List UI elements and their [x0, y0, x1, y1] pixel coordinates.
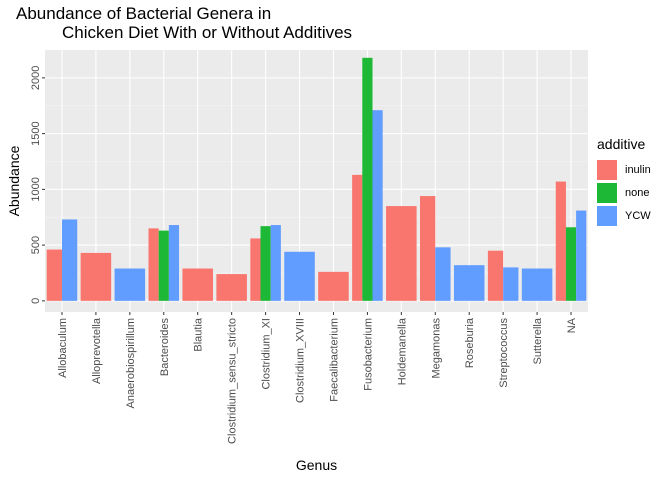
bar-Blautia-inulin	[182, 268, 213, 301]
legend-label-ycw: YCW	[625, 209, 651, 222]
bar-Anaerobiospirillum-YCW	[114, 268, 146, 301]
bar-Streptococcus-inulin	[487, 250, 504, 301]
y-tick-label: 1000	[30, 177, 42, 201]
chart-title-line2: Chicken Diet With or Without Additives	[62, 23, 353, 42]
bar-Clostridium_XI-inulin	[250, 238, 261, 301]
x-tick-label: Streptococcus	[498, 318, 510, 388]
legend-item-ycw: YCW	[597, 204, 651, 227]
bar-NA-none	[565, 227, 577, 301]
bar-Alloprevotella-inulin	[80, 252, 112, 301]
bar-Sutterella-YCW	[521, 268, 553, 301]
bar-Fusobacterium-YCW	[372, 110, 383, 301]
y-axis-title: Abundance	[6, 145, 22, 216]
chart-title-line1: Abundance of Bacterial Genera in	[16, 4, 272, 23]
legend-swatch-none	[597, 182, 617, 203]
bar-Bacteroides-inulin	[148, 228, 159, 301]
bar-Clostridium_XVIII-YCW	[284, 251, 315, 301]
bar-Allobaculum-inulin	[46, 249, 62, 301]
legend-swatch-ycw	[597, 205, 617, 226]
x-tick-label: Roseburia	[464, 317, 476, 368]
x-tick-label: Holdemanella	[396, 317, 408, 385]
x-tick-label: Anaerobiospirillum	[125, 318, 137, 409]
x-tick-label: Blautia	[193, 317, 205, 352]
bar-NA-inulin	[555, 181, 566, 301]
bar-Fusobacterium-inulin	[352, 174, 363, 301]
x-tick-label: Fusobacterium	[362, 318, 374, 391]
bar-NA-YCW	[576, 210, 587, 301]
y-tick-label: 500	[30, 236, 42, 254]
legend-title: additive	[597, 136, 646, 152]
x-tick-label: Sutterella	[532, 317, 544, 364]
bar-Allobaculum-YCW	[61, 219, 78, 301]
bar-Clostridium_XI-YCW	[270, 225, 281, 301]
bar-Megamonas-YCW	[435, 247, 451, 301]
x-tick-label: Clostridium_sensu_stricto	[227, 318, 239, 444]
bar-Bacteroides-none	[158, 230, 169, 301]
x-tick-label: Clostridium_XVIII	[295, 318, 307, 403]
x-tick-label: Clostridium_XI	[261, 318, 273, 390]
x-tick-label: Megamonas	[430, 318, 442, 379]
y-tick-label: 0	[30, 298, 42, 304]
x-tick-label: Faecalibacterium	[328, 318, 340, 402]
y-tick-label: 1500	[30, 121, 42, 145]
legend-item-inulin: inulin	[597, 158, 651, 181]
legend-label-inulin: inulin	[625, 163, 651, 176]
legend-item-none: none	[597, 181, 651, 204]
bar-Faecalibacterium-inulin	[318, 271, 349, 301]
bar-Streptococcus-YCW	[503, 267, 519, 301]
bar-Fusobacterium-none	[362, 57, 373, 301]
x-tick-label: Bacteroides	[159, 318, 171, 377]
x-axis-title: Genus	[296, 457, 337, 473]
x-tick-label: NA	[566, 317, 578, 333]
bar-Clostridium_XI-none	[260, 226, 271, 301]
chart-title: Abundance of Bacterial Genera in Chicken …	[16, 4, 352, 42]
y-tick-label: 2000	[30, 66, 42, 90]
legend-swatch-inulin	[597, 159, 617, 180]
x-tick-label: Allobaculum	[57, 318, 69, 378]
legend-label-none: none	[625, 186, 650, 199]
bar-Holdemanella-inulin	[386, 206, 417, 301]
bar-Roseburia-YCW	[453, 265, 485, 301]
bar-Megamonas-inulin	[420, 196, 436, 301]
bar-Clostridium_sensu_stricto-inulin	[216, 274, 247, 301]
bar-Bacteroides-YCW	[168, 225, 180, 301]
x-tick-label: Alloprevotella	[91, 317, 103, 384]
legend: additive inulin none YCW	[597, 136, 651, 227]
